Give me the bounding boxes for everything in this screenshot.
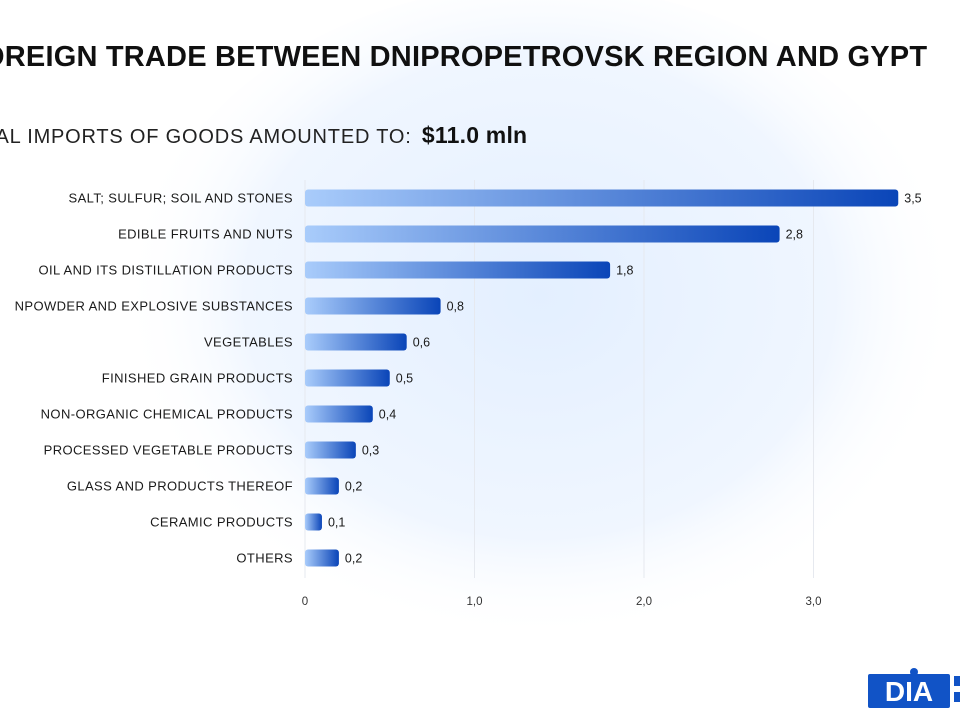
- bar: [305, 333, 407, 351]
- bar: [305, 297, 441, 315]
- bar: [305, 225, 780, 243]
- bar: [305, 405, 373, 423]
- category-label: VEGETABLES: [204, 335, 293, 350]
- subtitle-total: $11.0 mln: [421, 122, 528, 148]
- category-label: OIL AND ITS DISTILLATION PRODUCTS: [39, 263, 293, 278]
- chart-subtitle: TAL IMPORTS OF GOODS AMOUNTED TO: $11.0 …: [0, 120, 527, 152]
- chart-title: OREIGN TRADE BETWEEN DNIPROPETROVSK REGI…: [0, 41, 928, 73]
- value-label: 0,2: [345, 552, 362, 566]
- category-label: NPOWDER AND EXPLOSIVE SUBSTANCES: [15, 299, 293, 314]
- value-label: 0,2: [345, 480, 362, 494]
- bar: [305, 549, 339, 567]
- bars: [305, 189, 899, 567]
- value-label: 3,5: [904, 192, 921, 206]
- category-label: CERAMIC PRODUCTS: [150, 515, 293, 530]
- value-label: 0,5: [396, 372, 413, 386]
- value-label: 0,1: [328, 516, 345, 530]
- x-axis-ticks: 0 1,0 2,0 3,0: [302, 596, 822, 608]
- category-label: NON-ORGANIC CHEMICAL PRODUCTS: [41, 407, 293, 422]
- category-label: OTHERS: [236, 551, 293, 566]
- bar: [305, 477, 339, 495]
- value-labels: 3,5 2,8 1,8 0,8 0,6 0,5 0,4 0,3 0,2 0,1 0,2: [328, 192, 922, 566]
- dia-logo: DIA: [868, 668, 960, 708]
- value-label: 1,8: [616, 264, 633, 278]
- bar: [305, 369, 390, 387]
- x-tick-label: 1,0: [467, 596, 483, 608]
- category-labels: SALT; SULFUR; SOIL AND STONES EDIBLE FRUI…: [15, 191, 293, 566]
- logo-text: DIA: [885, 676, 933, 707]
- bar: [305, 261, 611, 279]
- bar: [305, 189, 899, 207]
- category-label: EDIBLE FRUITS AND NUTS: [118, 227, 293, 242]
- category-label: SALT; SULFUR; SOIL AND STONES: [69, 191, 293, 206]
- bar: [305, 441, 356, 459]
- category-label: PROCESSED VEGETABLE PRODUCTS: [44, 443, 293, 458]
- x-tick-label: 3,0: [806, 596, 822, 608]
- value-label: 0,8: [447, 300, 464, 314]
- value-label: 0,3: [362, 444, 379, 458]
- value-label: 2,8: [786, 228, 803, 242]
- category-label: FINISHED GRAIN PRODUCTS: [102, 371, 293, 386]
- subtitle-prefix: TAL IMPORTS OF GOODS AMOUNTED TO:: [0, 126, 412, 148]
- x-tick-label: 2,0: [636, 596, 652, 608]
- value-label: 0,4: [379, 408, 396, 422]
- value-label: 0,6: [413, 336, 430, 350]
- x-tick-label: 0: [302, 596, 308, 608]
- category-label: GLASS AND PRODUCTS THEREOF: [67, 479, 293, 494]
- bar: [305, 513, 322, 531]
